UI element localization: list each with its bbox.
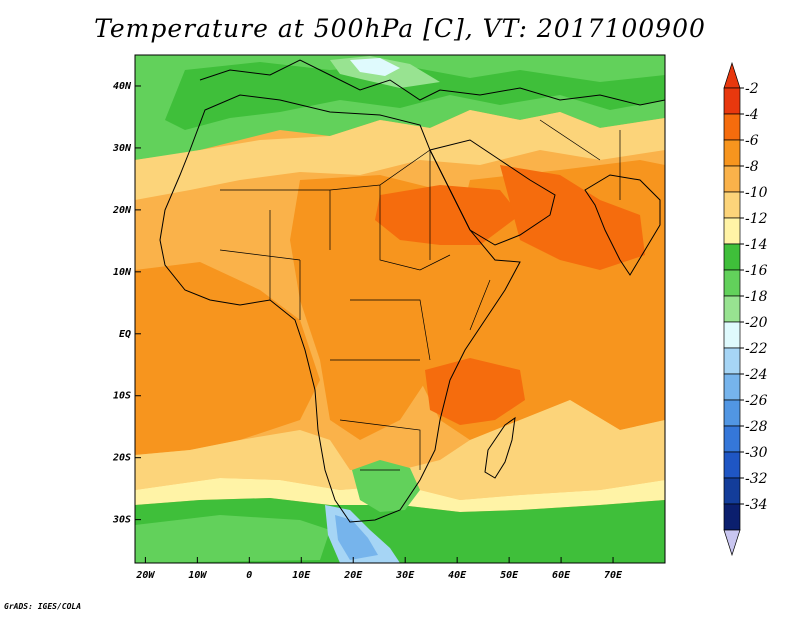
x-axis: 20W 10W 0 10E 20E 30E 40E 50E 60E 70E <box>135 557 623 581</box>
x-tick-label: 20W <box>135 570 155 581</box>
colorbar-label: -28 <box>745 419 768 435</box>
map-panel <box>135 55 666 563</box>
colorbar-swatch <box>723 451 741 479</box>
x-tick-label: 60E <box>552 570 571 581</box>
india-outline <box>584 174 661 276</box>
map-frame <box>134 54 666 564</box>
x-tick-label: 0 <box>246 570 252 581</box>
colorbar-label: -6 <box>745 133 759 149</box>
south-blue-core <box>335 515 378 560</box>
north-pale-patch <box>350 58 400 76</box>
south-cold-lighter <box>135 515 330 563</box>
colorbar-label: -14 <box>745 237 768 253</box>
x-tick-label: 20E <box>343 570 363 581</box>
colorbar-swatch <box>723 165 741 193</box>
colorbar-label: -10 <box>745 185 768 201</box>
colorbar-bottom-arrow <box>723 529 741 557</box>
y-tick-label: 30S <box>112 515 131 526</box>
colorbar-swatch <box>723 87 741 115</box>
colorbar-swatch <box>723 399 741 427</box>
x-tick-label: 30E <box>395 570 415 581</box>
y-tick-label: 40N <box>113 81 132 92</box>
hot-core-arabia <box>500 165 645 270</box>
europe-coastline <box>199 59 666 106</box>
colorbar-swatch <box>723 243 741 271</box>
colorbar-label: -16 <box>745 263 768 279</box>
colorbar-swatch <box>723 425 741 453</box>
y-axis: 40N 30N 20N 10N EQ 10S 20S 30S <box>112 81 141 526</box>
colorbar-label: -34 <box>745 497 768 513</box>
y-tick-label: EQ <box>119 329 131 340</box>
x-tick-label: 50E <box>500 570 519 581</box>
colorbar-label: -22 <box>745 341 768 357</box>
colorbar-swatch <box>723 503 741 531</box>
madagascar-outline <box>484 416 516 479</box>
hot-core-mozambique <box>425 358 525 425</box>
y-tick-label: 10N <box>113 267 132 278</box>
colorbar-swatch <box>723 321 741 349</box>
colorbar-top-arrow <box>723 61 741 89</box>
country-borders <box>219 119 621 471</box>
colorbar-label: -24 <box>745 367 768 383</box>
credit-label: GrADS: IGES/COLA <box>4 602 82 611</box>
colorbar-label: -4 <box>745 107 759 123</box>
colorbar-swatch <box>723 217 741 245</box>
yellow-belt-north <box>135 110 665 200</box>
colorbar-label: -8 <box>745 159 759 175</box>
south-africa-green <box>352 460 420 512</box>
y-tick-label: 20N <box>112 205 132 216</box>
colorbar-swatch <box>723 373 741 401</box>
colorbar-swatch <box>723 347 741 375</box>
north-cold-core <box>165 62 665 130</box>
colorbar-label: -30 <box>745 445 768 461</box>
y-tick-label: 30N <box>112 143 132 154</box>
x-tick-label: 10E <box>292 570 311 581</box>
colorbar-label: -32 <box>745 471 768 487</box>
colorbar-swatch <box>723 295 741 323</box>
x-tick-label: 70E <box>604 570 623 581</box>
colorbar-swatch <box>723 477 741 505</box>
colorbar-swatch <box>723 139 741 167</box>
x-tick-label: 40E <box>448 570 467 581</box>
colorbar-label: -12 <box>745 211 768 227</box>
x-tick-label: 10W <box>188 570 207 581</box>
colorbar-label: -18 <box>745 289 768 305</box>
colorbar-label: -26 <box>745 393 768 409</box>
colorbar-label: -20 <box>745 315 768 331</box>
colorbar-swatch <box>723 191 741 219</box>
arabia-outline <box>429 139 556 246</box>
y-tick-label: 10S <box>113 391 131 402</box>
hot-core-sahara <box>375 185 520 245</box>
atlantic-warm <box>135 262 320 455</box>
colorbar-swatch <box>723 113 741 141</box>
map-title: Temperature at 500hPa [C], VT: 201710090… <box>94 14 706 43</box>
y-tick-label: 20S <box>112 453 131 464</box>
colorbar: -2 -4 -6 -8 -10 -12 -14 -16 -18 -20 -22 -24 -26 -28 -3… <box>723 61 768 557</box>
colorbar-swatch <box>723 269 741 297</box>
colorbar-label: -2 <box>745 81 759 97</box>
south-yellow-band <box>135 400 665 500</box>
